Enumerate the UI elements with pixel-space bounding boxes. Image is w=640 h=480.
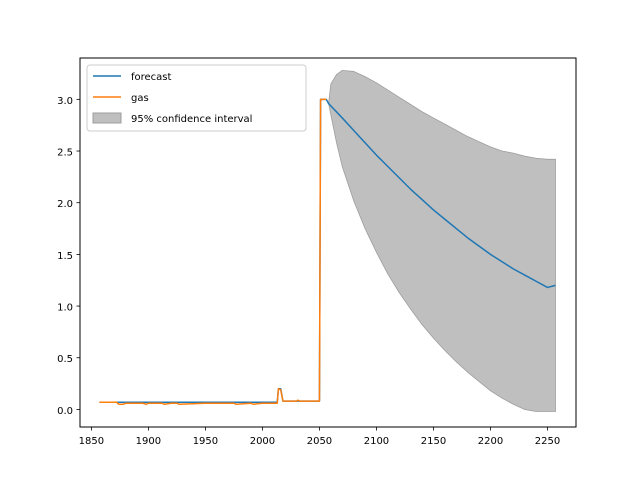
- x-tick-label: 2150: [421, 436, 446, 447]
- y-tick-label: 3.0: [57, 96, 73, 107]
- x-tick-label: 1950: [193, 436, 218, 447]
- x-tick-label: 1850: [79, 436, 104, 447]
- x-tick-label: 1900: [136, 436, 161, 447]
- legend-label-gas: gas: [131, 93, 149, 104]
- legend-swatch-confidence-interval: [92, 112, 122, 124]
- legend-frame: [86, 64, 307, 132]
- y-tick-label: 1.0: [57, 303, 73, 314]
- axes-frame: [79, 57, 577, 428]
- y-tick-label: 0.0: [57, 406, 73, 417]
- legend-label-forecast: forecast: [131, 72, 172, 83]
- y-tick-label: 2.0: [57, 199, 73, 210]
- x-tick-label: 2250: [535, 436, 560, 447]
- y-tick-label: 0.5: [57, 354, 73, 365]
- x-tick-label: 2100: [364, 436, 389, 447]
- series-layer: [99, 98, 556, 406]
- plot-area: [99, 69, 556, 412]
- x-tick-label: 2200: [478, 436, 503, 447]
- series-line-gas: [99, 98, 327, 406]
- y-axis: 0.0 0.5 1.0 1.5 2.0 2.5 3.0: [57, 96, 80, 417]
- x-axis: 1850 1900 1950 2000 2050 2100 2150 2200 2250: [79, 427, 560, 447]
- y-tick-label: 2.5: [57, 148, 73, 159]
- x-tick-label: 2050: [307, 436, 332, 447]
- y-tick-label: 1.5: [57, 251, 73, 262]
- x-tick-label: 2000: [250, 436, 275, 447]
- legend-label-confidence-interval: 95% confidence interval: [131, 114, 252, 125]
- legend: forecast gas 95% confidence interval: [86, 64, 307, 132]
